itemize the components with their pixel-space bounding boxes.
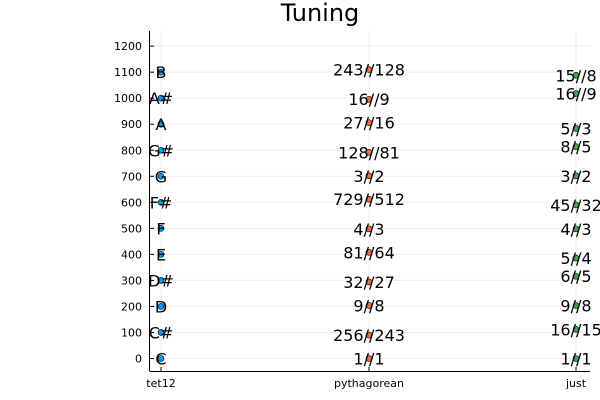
- data-label: 32//27: [343, 273, 395, 292]
- data-point: [572, 272, 580, 280]
- data-label: 9//8: [560, 296, 591, 315]
- data-label: 4//3: [560, 220, 591, 239]
- data-point: [157, 329, 165, 336]
- data-point: [365, 149, 373, 156]
- data-point: [365, 95, 373, 103]
- data-point: [365, 302, 373, 309]
- data-point: [572, 355, 580, 362]
- data-label: 5//4: [560, 249, 591, 268]
- data-label: F#: [150, 193, 173, 212]
- data-point: [157, 277, 165, 284]
- data-marks: C C# D D# EF F# G G# A A# B 1//1 256//243 9//8 32//27 8…: [148, 61, 600, 369]
- data-point: [365, 66, 373, 73]
- y-tick-label: 600: [121, 196, 142, 209]
- data-label: 3//2: [560, 167, 591, 186]
- data-label: A#: [149, 89, 173, 108]
- data-point: [157, 68, 165, 76]
- y-tick-label: 0: [135, 353, 142, 366]
- data-label: D#: [148, 271, 174, 290]
- data-label: C: [155, 350, 166, 369]
- chart-title: Tuning: [280, 0, 360, 27]
- data-point: [365, 225, 373, 233]
- data-point: [572, 71, 580, 79]
- data-point: [365, 355, 373, 362]
- data-label: C#: [149, 323, 174, 342]
- data-label: 16//9: [555, 85, 596, 104]
- data-point: [157, 146, 165, 154]
- y-tick-label: 900: [121, 118, 142, 131]
- data-point: [365, 195, 373, 203]
- data-label: 128//81: [338, 143, 400, 162]
- data-point: [572, 172, 580, 180]
- data-label: 243//128: [333, 61, 405, 80]
- data-point: [365, 119, 373, 126]
- data-point: [572, 302, 580, 309]
- data-label: D: [155, 297, 167, 316]
- data-label: 1//1: [353, 350, 384, 369]
- data-label: E: [156, 245, 166, 264]
- y-tick-label: 800: [121, 144, 142, 157]
- data-label: 256//243: [333, 326, 405, 345]
- y-axis-ticks: 0 100 200 300 400 500 600 700 800 900 1000 1100 1200: [114, 40, 154, 366]
- data-point: [157, 355, 165, 362]
- data-label: B: [156, 63, 167, 82]
- data-label: 16//15: [550, 320, 600, 339]
- y-tick-label: 700: [121, 170, 142, 183]
- data-point: [157, 94, 165, 102]
- x-tick-label: tet12: [146, 377, 175, 390]
- data-label: 45//32: [550, 196, 600, 215]
- data-label: A: [156, 115, 167, 134]
- x-tick-label: pythagorean: [334, 377, 404, 390]
- data-label: 15//8: [555, 66, 596, 85]
- y-tick-label: 1100: [114, 66, 142, 79]
- data-label: 6//5: [560, 267, 591, 286]
- data-point: [572, 90, 580, 97]
- data-point: [157, 120, 165, 128]
- data-label: 5//3: [560, 119, 591, 138]
- y-tick-label: 200: [121, 300, 142, 313]
- data-point: [572, 125, 580, 132]
- data-point: [157, 225, 165, 232]
- x-axis-ticks: tet12 pythagorean just: [146, 367, 587, 390]
- data-point: [157, 303, 165, 310]
- data-label: 9//8: [353, 296, 384, 315]
- data-point: [365, 331, 373, 339]
- y-tick-label: 400: [121, 248, 142, 261]
- data-point: [157, 251, 165, 258]
- x-tick-label: just: [565, 377, 587, 390]
- data-point: [157, 172, 165, 180]
- data-point: [572, 225, 580, 233]
- y-tick-label: 1200: [114, 40, 142, 53]
- data-point: [365, 278, 373, 286]
- data-label: 3//2: [353, 167, 384, 186]
- data-point: [365, 248, 373, 256]
- data-point: [572, 143, 580, 150]
- y-tick-label: 100: [121, 326, 142, 339]
- data-label: 27//16: [343, 114, 395, 133]
- data-label: 4//3: [353, 220, 384, 239]
- y-tick-label: 1000: [114, 92, 142, 105]
- data-point: [572, 254, 580, 262]
- data-label: 81//64: [343, 243, 395, 262]
- data-label: G: [155, 167, 167, 186]
- data-label: 8//5: [560, 138, 591, 157]
- data-label: 16//9: [348, 90, 389, 109]
- y-tick-label: 500: [121, 222, 142, 235]
- data-point: [365, 172, 373, 180]
- data-point: [572, 201, 580, 209]
- y-tick-label: 300: [121, 274, 142, 287]
- data-point: [157, 199, 165, 206]
- data-label: F: [156, 219, 165, 238]
- data-label: 729//512: [333, 190, 405, 209]
- data-label: 1//1: [560, 350, 591, 369]
- data-point: [572, 326, 580, 333]
- data-label: G#: [148, 141, 174, 160]
